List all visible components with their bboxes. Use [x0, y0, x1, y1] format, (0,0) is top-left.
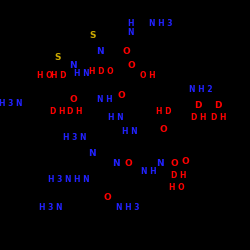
Text: N H 3: N H 3 — [149, 20, 173, 28]
Text: O: O — [181, 158, 189, 166]
Text: H D: H D — [51, 72, 67, 80]
Text: H D: H D — [156, 106, 172, 116]
Text: D H: D H — [171, 170, 187, 179]
Text: N: N — [69, 60, 77, 70]
Text: O: O — [103, 194, 111, 202]
Text: H
N: H N — [127, 19, 133, 37]
Text: N: N — [112, 160, 120, 168]
Text: N: N — [96, 48, 104, 56]
Text: D H: D H — [191, 114, 207, 122]
Text: D: D — [214, 100, 222, 110]
Text: H N: H N — [122, 126, 138, 136]
Text: H 3 N: H 3 N — [63, 134, 87, 142]
Text: O: O — [117, 90, 125, 100]
Text: H O: H O — [37, 70, 53, 80]
Text: H N: H N — [74, 176, 90, 184]
Text: O: O — [69, 94, 77, 104]
Text: O: O — [124, 160, 132, 168]
Text: N H: N H — [141, 166, 157, 175]
Text: H N: H N — [108, 114, 124, 122]
Text: D H: D H — [67, 108, 83, 116]
Text: H 3 N: H 3 N — [48, 174, 72, 184]
Text: O: O — [127, 60, 135, 70]
Text: D H: D H — [50, 106, 66, 116]
Text: H 3 N: H 3 N — [39, 204, 63, 212]
Text: N: N — [88, 148, 96, 158]
Text: H 3 N: H 3 N — [0, 100, 23, 108]
Text: O: O — [159, 126, 167, 134]
Text: H N: H N — [74, 70, 90, 78]
Text: N H 3: N H 3 — [116, 204, 140, 212]
Text: O: O — [170, 158, 178, 168]
Text: N H: N H — [97, 94, 113, 104]
Text: D H: D H — [211, 114, 227, 122]
Text: S: S — [55, 52, 61, 62]
Text: H O: H O — [169, 184, 185, 192]
Text: D: D — [194, 100, 202, 110]
Text: O: O — [122, 46, 130, 56]
Text: H D O: H D O — [89, 66, 113, 76]
Text: N H 2: N H 2 — [189, 86, 213, 94]
Text: N: N — [156, 158, 164, 168]
Text: S: S — [90, 32, 96, 40]
Text: O H: O H — [140, 70, 156, 80]
